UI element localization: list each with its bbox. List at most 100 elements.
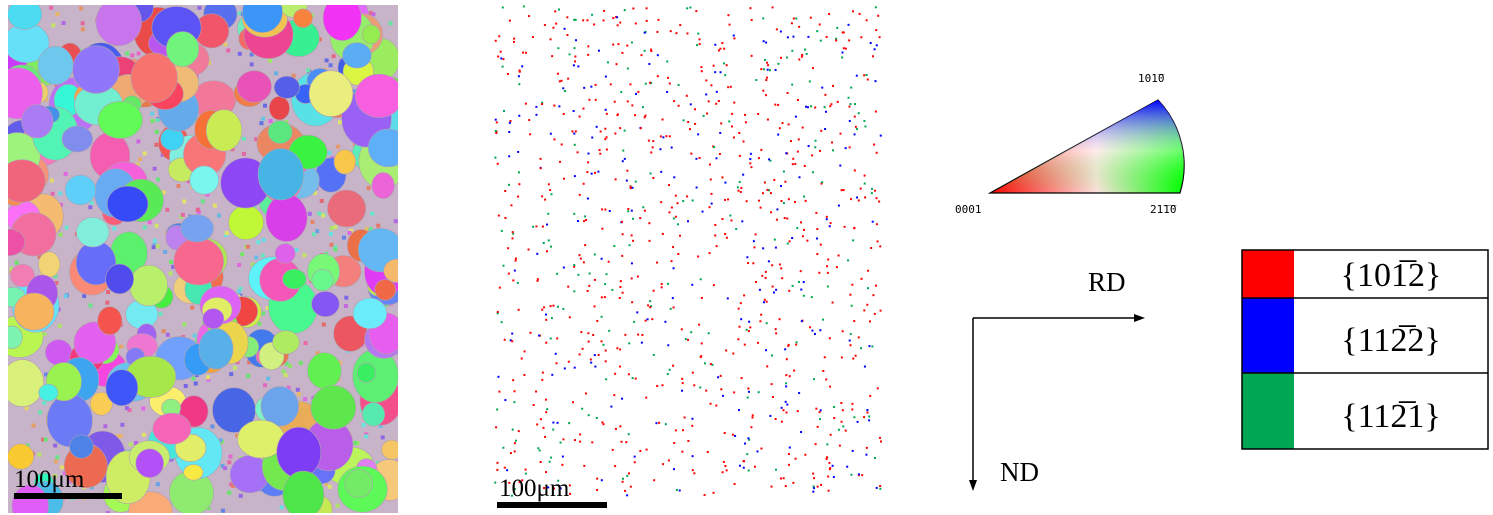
speckle	[397, 90, 398, 95]
speckle	[80, 27, 85, 32]
twin-dot	[539, 167, 542, 170]
twin-dot	[554, 10, 557, 13]
twin-dot	[517, 75, 520, 78]
speckle	[150, 119, 155, 124]
twin-dot	[813, 378, 816, 381]
twin-dot	[829, 433, 832, 436]
twin-dot	[630, 209, 633, 212]
twin-dot	[739, 302, 742, 305]
twin-dot	[827, 489, 830, 492]
twin-dot	[509, 339, 512, 342]
twin-dot	[848, 119, 851, 122]
twin-dot	[632, 7, 635, 10]
twin-dot	[724, 181, 727, 184]
speckle	[368, 11, 373, 16]
twin-dot	[785, 382, 788, 385]
twin-dot	[719, 47, 722, 50]
grain	[10, 263, 35, 288]
twin-dot	[634, 114, 637, 117]
twin-dot	[868, 415, 871, 418]
twin-dot	[844, 47, 847, 50]
twin-dot	[550, 456, 553, 459]
speckle	[347, 230, 352, 235]
twin-dot	[789, 140, 792, 143]
speckle	[119, 344, 124, 349]
twin-dot	[764, 59, 767, 62]
twin-dot	[609, 83, 612, 86]
speckle	[268, 118, 273, 123]
twin-dot	[717, 49, 720, 52]
twin-dot	[624, 333, 627, 336]
twin-dot	[877, 14, 880, 17]
twin-dot	[780, 56, 783, 59]
grain	[152, 412, 192, 445]
twin-dot	[808, 326, 811, 329]
speckle	[241, 151, 246, 156]
speckle	[288, 364, 293, 369]
twin-dot	[791, 284, 794, 287]
twin-dot	[602, 343, 605, 346]
twin-dot	[587, 340, 590, 343]
speckle	[229, 372, 234, 377]
speckle	[168, 259, 173, 264]
twin-dot	[787, 343, 790, 346]
speckle	[53, 443, 58, 448]
twin-dot	[714, 71, 717, 74]
twin-dot	[666, 282, 669, 285]
twin-dot	[833, 405, 836, 408]
twin-dot	[729, 214, 732, 217]
twin-dot	[651, 318, 654, 321]
speckle	[265, 306, 270, 311]
speckle	[302, 253, 307, 258]
twin-dot	[626, 474, 629, 477]
twin-dot	[603, 9, 606, 12]
twin-dot	[822, 369, 825, 372]
twin-dot	[611, 448, 614, 451]
speckle	[285, 361, 290, 366]
twin-dot	[875, 223, 878, 226]
twin-dot	[650, 48, 653, 51]
twin-dot	[588, 98, 591, 101]
twin-dot	[700, 296, 703, 299]
twin-dot	[521, 65, 524, 68]
twin-dot	[794, 457, 797, 460]
twin-dot	[512, 232, 515, 235]
twin-dot	[842, 189, 845, 192]
twin-dot	[747, 469, 750, 472]
twin-dot	[558, 8, 561, 11]
twin-dot	[587, 414, 590, 417]
twin-dot	[811, 171, 814, 174]
twin-dot	[599, 130, 602, 133]
twin-dot	[876, 240, 879, 243]
twin-dot	[541, 371, 544, 374]
twin-dot	[739, 190, 742, 193]
twin-dot	[826, 285, 829, 288]
speckle	[281, 369, 286, 374]
twin-dot	[648, 62, 651, 65]
twin-dot	[775, 288, 778, 291]
grain	[198, 328, 234, 370]
twin-dot	[749, 152, 752, 155]
twin-dot	[824, 127, 827, 130]
twin-dot	[724, 232, 727, 235]
speckle	[196, 210, 201, 215]
arrow-head	[1134, 314, 1145, 322]
twin-dot	[819, 149, 822, 152]
twin-dot	[679, 234, 682, 237]
twin-dot	[879, 485, 882, 488]
twin-dot	[800, 288, 803, 291]
twin-dot	[831, 141, 834, 144]
twin-dot	[619, 348, 622, 351]
twin-dot	[500, 321, 503, 324]
twin-dot	[691, 417, 694, 420]
twin-dot	[770, 211, 773, 214]
twin-dot	[634, 22, 637, 25]
twin-dot	[697, 32, 700, 35]
grain	[322, 5, 362, 41]
twin-dot	[545, 341, 548, 344]
twin-dot	[508, 155, 511, 158]
speckle	[58, 191, 63, 196]
twin-dot	[577, 273, 580, 276]
twin-dot	[562, 87, 565, 90]
twin-dot	[495, 131, 498, 134]
